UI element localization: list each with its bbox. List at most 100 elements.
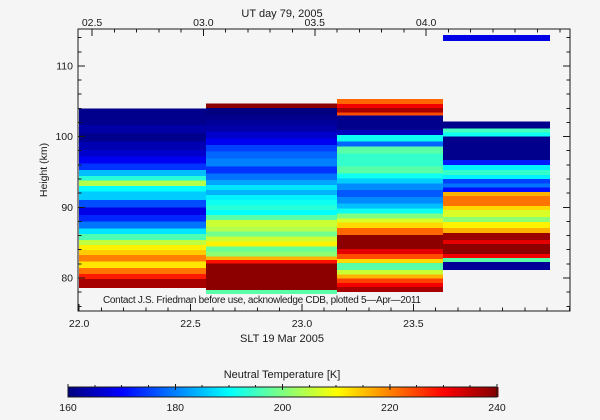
colorbar-segment xyxy=(418,387,421,397)
heatmap-stripe xyxy=(79,191,207,201)
colorbar-segment xyxy=(92,387,95,397)
colorbar-segment xyxy=(368,387,371,397)
colorbar-segment xyxy=(246,387,249,397)
colorbar-segment xyxy=(356,387,359,397)
colorbar-segment xyxy=(118,387,121,397)
colorbar-segment xyxy=(322,387,325,397)
colorbar-segment xyxy=(84,387,87,397)
colorbar-segment xyxy=(276,387,279,397)
heatmap-stripe xyxy=(79,268,207,274)
heatmap-stripe xyxy=(443,243,550,255)
heatmap-stripe xyxy=(79,180,207,187)
colorbar-segment xyxy=(250,387,253,397)
heatmap-stripe xyxy=(336,196,443,204)
colorbar-segment xyxy=(176,387,179,397)
colorbar-segment xyxy=(202,387,205,397)
colorbar-segment xyxy=(236,387,239,397)
colorbar-segment xyxy=(216,387,219,397)
colorbar-segment xyxy=(404,387,407,397)
heatmap-stripe xyxy=(336,104,443,109)
colorbar-segment xyxy=(350,387,353,397)
colorbar-segment xyxy=(126,387,129,397)
colorbar-segment xyxy=(480,387,483,397)
colorbar-segment xyxy=(108,387,111,397)
heatmap-stripe xyxy=(79,234,207,241)
heatmap-stripe xyxy=(443,121,550,129)
colorbar-segment xyxy=(106,387,109,397)
colorbar-segment xyxy=(482,387,485,397)
colorbar-segment xyxy=(438,387,441,397)
colorbar-segment xyxy=(220,387,223,397)
y-tick-label: 80 xyxy=(61,272,73,284)
colorbar-segment xyxy=(380,387,383,397)
colorbar-segment xyxy=(364,387,367,397)
colorbar-segment xyxy=(428,387,431,397)
heatmap-stripe xyxy=(443,192,550,196)
colorbar-segment xyxy=(192,387,195,397)
colorbar-segment xyxy=(98,387,101,397)
heatmap-stripe xyxy=(79,200,207,208)
colorbar-segment xyxy=(494,387,497,397)
colorbar-segment xyxy=(340,387,343,397)
colorbar-segment xyxy=(432,387,435,397)
colorbar-segment xyxy=(296,387,299,397)
heatmap-stripe xyxy=(336,112,443,116)
colorbar-segment xyxy=(264,387,267,397)
heatmap-stripe xyxy=(443,169,550,175)
colorbar-segment xyxy=(128,387,131,397)
heatmap-stripe xyxy=(79,156,207,164)
annotation: Contact J.S. Friedman before use, acknow… xyxy=(103,295,421,306)
colorbar-segment xyxy=(182,387,185,397)
colorbar-segment xyxy=(382,387,385,397)
top-tick-label: 04.0 xyxy=(416,17,437,29)
heatmap-stripe xyxy=(206,108,337,116)
colorbar-segment xyxy=(450,387,453,397)
heatmap-stripe xyxy=(336,258,443,263)
colorbar-segment xyxy=(122,387,125,397)
colorbar-segment xyxy=(222,387,225,397)
colorbar-segment xyxy=(376,387,379,397)
heatmap-stripe xyxy=(336,228,443,235)
colorbar-segment xyxy=(348,387,351,397)
colorbar-segment xyxy=(304,387,307,397)
colorbar-segment xyxy=(424,387,427,397)
colorbar-segment xyxy=(336,387,339,397)
colorbar-segment xyxy=(268,387,271,397)
heatmap-stripe xyxy=(206,259,337,264)
colorbar-segment xyxy=(326,387,329,397)
colorbar-segment xyxy=(414,387,417,397)
colorbar-segment xyxy=(124,387,127,397)
colorbar-segment xyxy=(288,387,291,397)
colorbar-segment xyxy=(238,387,241,397)
heatmap-stripe xyxy=(206,189,337,195)
heatmap-stripe xyxy=(79,228,207,235)
colorbar-segment xyxy=(298,387,301,397)
colorbar-segment xyxy=(266,387,269,397)
heatmap-stripe xyxy=(206,215,337,221)
heatmap-stripe xyxy=(206,145,337,152)
colorbar-segment xyxy=(384,387,387,397)
heatmap-stripe xyxy=(206,220,337,227)
colorbar-segment xyxy=(436,387,439,397)
heatmap-stripe xyxy=(206,103,337,109)
colorbar-tick-label: 220 xyxy=(381,402,399,414)
colorbar-segment xyxy=(430,387,433,397)
colorbar-segment xyxy=(354,387,357,397)
heatmap-stripe xyxy=(79,141,207,150)
heatmap-stripe xyxy=(79,149,207,157)
heatmap-stripe xyxy=(336,254,443,259)
colorbar-segment xyxy=(476,387,479,397)
heatmap-stripe xyxy=(336,235,443,249)
colorbar-segment xyxy=(194,387,197,397)
heatmap-stripe xyxy=(443,174,550,180)
heatmap-stripe xyxy=(443,183,550,188)
colorbar-segment xyxy=(272,387,275,397)
colorbar-segment xyxy=(134,387,137,397)
heatmap-stripe xyxy=(79,240,207,245)
colorbar-segment xyxy=(166,387,169,397)
colorbar-segment xyxy=(174,387,177,397)
colorbar-segment xyxy=(454,387,457,397)
colorbar-segment xyxy=(488,387,491,397)
colorbar-segment xyxy=(102,387,105,397)
x-tick-label: 23.5 xyxy=(403,318,424,330)
